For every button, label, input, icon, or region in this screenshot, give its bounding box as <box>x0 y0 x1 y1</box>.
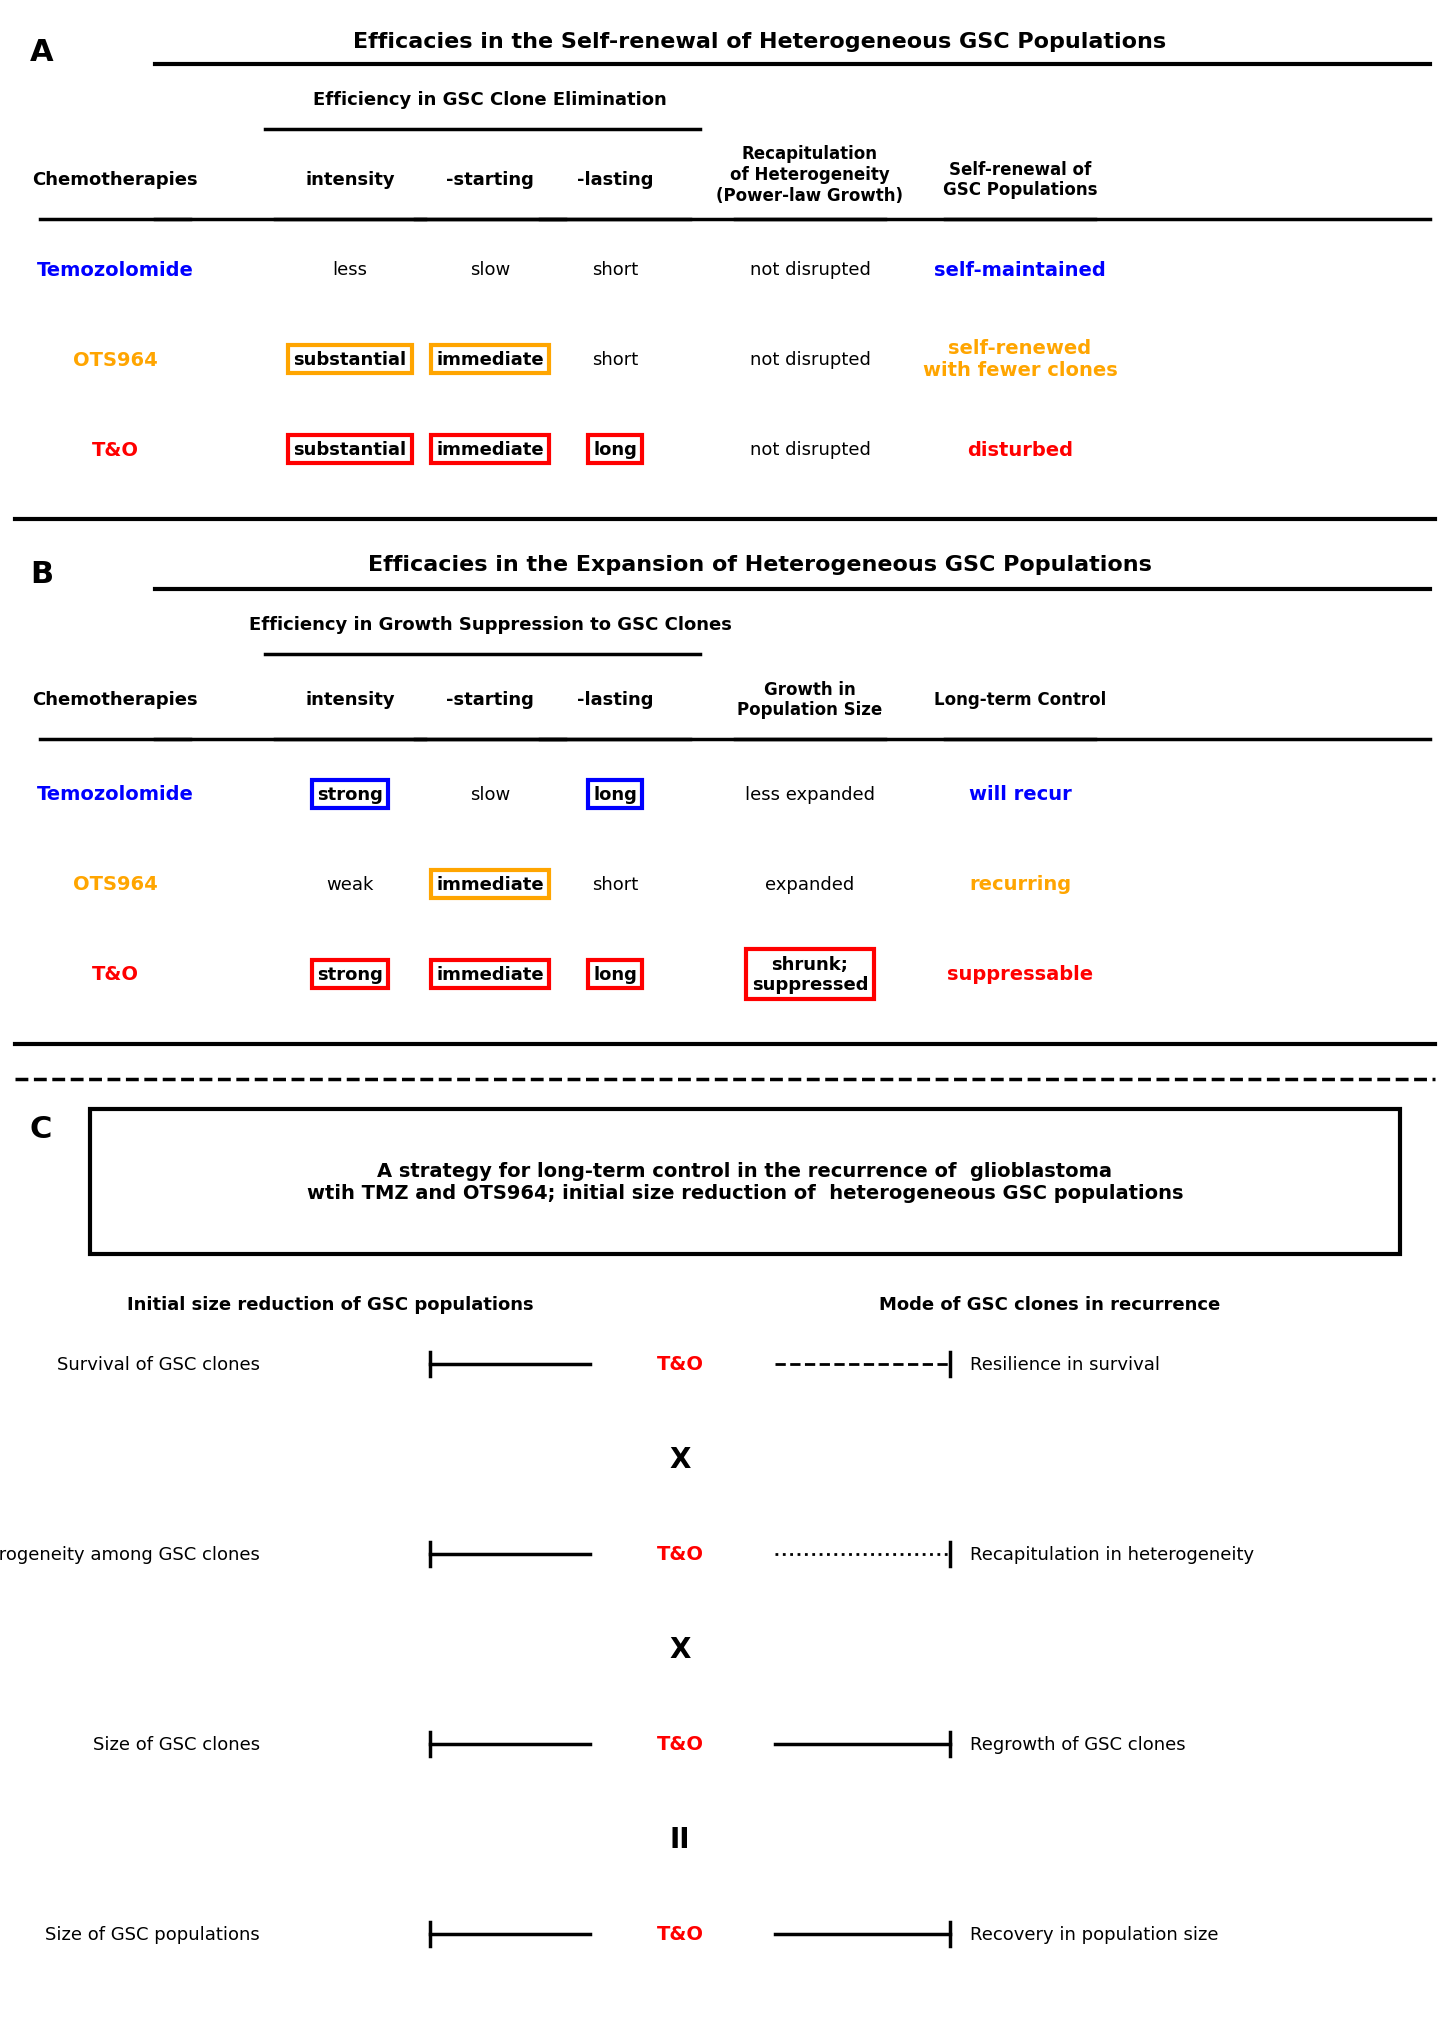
Text: Efficiency in GSC Clone Elimination: Efficiency in GSC Clone Elimination <box>313 91 667 110</box>
Text: T&O: T&O <box>657 1544 703 1565</box>
Text: X: X <box>670 1636 690 1662</box>
Text: disturbed: disturbed <box>967 441 1073 459</box>
Text: Mode of GSC clones in recurrence: Mode of GSC clones in recurrence <box>879 1294 1221 1313</box>
Text: long: long <box>593 441 637 459</box>
Text: T&O: T&O <box>657 1924 703 1943</box>
Text: Efficiency in Growth Suppression to GSC Clones: Efficiency in Growth Suppression to GSC … <box>248 616 731 634</box>
Text: immediate: immediate <box>436 876 544 894</box>
Text: will recur: will recur <box>969 784 1072 805</box>
Text: expanded: expanded <box>766 876 854 894</box>
Text: long: long <box>593 965 637 983</box>
Text: OTS964: OTS964 <box>72 350 158 370</box>
Text: Efficacies in the Expansion of Heterogeneous GSC Populations: Efficacies in the Expansion of Heterogen… <box>368 555 1151 575</box>
Text: Recapitulation
of Heterogeneity
(Power-law Growth): Recapitulation of Heterogeneity (Power-l… <box>716 144 903 205</box>
Text: strong: strong <box>318 965 383 983</box>
Text: long: long <box>593 786 637 803</box>
Text: T&O: T&O <box>657 1735 703 1754</box>
Text: short: short <box>592 876 638 894</box>
Text: C: C <box>30 1114 52 1144</box>
Text: B: B <box>30 559 54 589</box>
Text: intensity: intensity <box>304 171 394 189</box>
Text: T&O: T&O <box>91 965 139 983</box>
Text: shrunk;
suppressed: shrunk; suppressed <box>751 955 869 994</box>
Text: substantial: substantial <box>293 441 406 459</box>
Text: II: II <box>670 1825 690 1853</box>
Text: Size of GSC clones: Size of GSC clones <box>93 1735 260 1754</box>
Text: Recovery in population size: Recovery in population size <box>970 1924 1218 1943</box>
Text: Temozolomide: Temozolomide <box>36 784 193 805</box>
Text: intensity: intensity <box>304 691 394 709</box>
Text: recurring: recurring <box>969 876 1072 894</box>
Text: Temozolomide: Temozolomide <box>36 260 193 278</box>
Text: Recapitulation in heterogeneity: Recapitulation in heterogeneity <box>970 1544 1254 1563</box>
Text: Regrowth of GSC clones: Regrowth of GSC clones <box>970 1735 1186 1754</box>
Text: Self-renewal of
GSC Populations: Self-renewal of GSC Populations <box>942 161 1098 199</box>
Text: Long-term Control: Long-term Control <box>934 691 1106 709</box>
Text: not disrupted: not disrupted <box>750 260 870 278</box>
Text: less: less <box>332 260 367 278</box>
Text: short: short <box>592 352 638 370</box>
Text: immediate: immediate <box>436 965 544 983</box>
Text: T&O: T&O <box>91 441 139 459</box>
Text: OTS964: OTS964 <box>72 876 158 894</box>
Text: less expanded: less expanded <box>745 786 874 803</box>
Text: A: A <box>30 39 54 67</box>
Text: Chemotherapies: Chemotherapies <box>32 171 197 189</box>
Text: short: short <box>592 260 638 278</box>
Text: suppressable: suppressable <box>947 965 1093 983</box>
Text: substantial: substantial <box>293 352 406 370</box>
Text: slow: slow <box>470 786 510 803</box>
Text: strong: strong <box>318 786 383 803</box>
FancyBboxPatch shape <box>90 1109 1401 1254</box>
Text: Resilience in survival: Resilience in survival <box>970 1355 1160 1374</box>
Text: weak: weak <box>326 876 374 894</box>
Text: -starting: -starting <box>447 171 534 189</box>
Text: Survival of GSC clones: Survival of GSC clones <box>57 1355 260 1374</box>
Text: immediate: immediate <box>436 441 544 459</box>
Text: Chemotherapies: Chemotherapies <box>32 691 197 709</box>
Text: Growth in
Population Size: Growth in Population Size <box>738 681 883 719</box>
Text: Heterogeneity among GSC clones: Heterogeneity among GSC clones <box>0 1544 260 1563</box>
Text: Efficacies in the Self-renewal of Heterogeneous GSC Populations: Efficacies in the Self-renewal of Hetero… <box>354 33 1167 53</box>
Text: T&O: T&O <box>657 1355 703 1374</box>
Text: self-renewed
with fewer clones: self-renewed with fewer clones <box>922 339 1118 380</box>
Text: -lasting: -lasting <box>577 691 654 709</box>
Text: -starting: -starting <box>447 691 534 709</box>
Text: -lasting: -lasting <box>577 171 654 189</box>
Text: slow: slow <box>470 260 510 278</box>
Text: self-maintained: self-maintained <box>934 260 1106 278</box>
Text: Initial size reduction of GSC populations: Initial size reduction of GSC population… <box>126 1294 534 1313</box>
Text: X: X <box>670 1445 690 1473</box>
Text: Size of GSC populations: Size of GSC populations <box>45 1924 260 1943</box>
Text: immediate: immediate <box>436 352 544 370</box>
Text: not disrupted: not disrupted <box>750 441 870 459</box>
Text: not disrupted: not disrupted <box>750 352 870 370</box>
Text: A strategy for long-term control in the recurrence of  glioblastoma
wtih TMZ and: A strategy for long-term control in the … <box>307 1162 1183 1203</box>
